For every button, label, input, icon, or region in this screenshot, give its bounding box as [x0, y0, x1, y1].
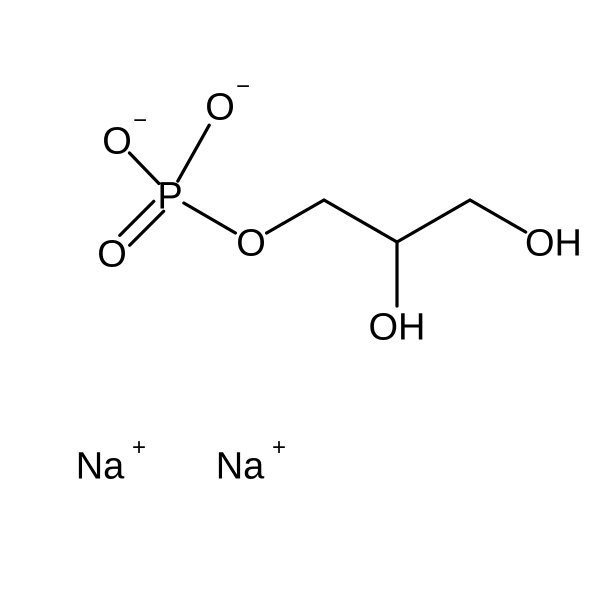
- atom-O_dbl: O: [97, 233, 127, 275]
- bond-line: [129, 153, 158, 184]
- atom-OH2: OH: [369, 306, 426, 348]
- charge-Na1: +: [132, 434, 146, 461]
- charge-O_neg2: −: [236, 73, 250, 100]
- atom-Na1: Na: [76, 445, 125, 487]
- bond-line: [184, 203, 236, 233]
- atom-O_neg2: O: [205, 86, 235, 128]
- bond-line: [324, 200, 397, 242]
- charge-O_neg1: −: [133, 107, 147, 134]
- atom-P: P: [157, 175, 182, 217]
- bond-line: [267, 200, 324, 233]
- bond-line: [397, 200, 470, 242]
- charge-Na2: +: [272, 434, 286, 461]
- atom-O_neg1: O: [102, 120, 132, 162]
- bond-line: [470, 200, 526, 232]
- bond-line: [178, 125, 209, 181]
- bond-line: [120, 201, 154, 235]
- atom-OH3: OH: [525, 222, 582, 264]
- atom-Na2: Na: [216, 445, 265, 487]
- atom-O_ester: O: [236, 222, 266, 264]
